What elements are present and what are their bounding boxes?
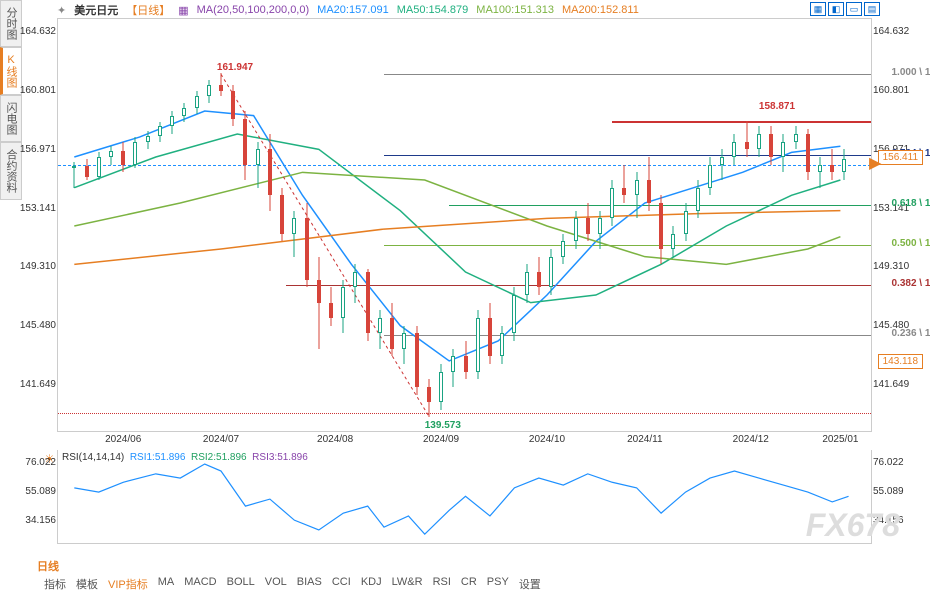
bottom-tab-指标[interactable]: 指标 <box>44 576 66 592</box>
chart-header: ✦ 美元日元 【日线】 ▦ MA(20,50,100,200,0,0) MA20… <box>57 2 639 18</box>
y-tick-left: 156.971 <box>11 144 56 155</box>
dashed-current-line <box>58 165 871 166</box>
y-tick-left: 160.801 <box>11 85 56 96</box>
chart-icon: ▦ <box>178 4 188 17</box>
rsi-y-tick-right: 55.089 <box>873 486 918 497</box>
bottom-tab-CR[interactable]: CR <box>461 576 477 592</box>
watermark: FX678 <box>806 507 900 544</box>
timeframe-label: 【日线】 <box>126 2 170 18</box>
price-flag: 156.411 <box>878 150 923 165</box>
tool-icon-3[interactable]: ▭ <box>846 2 862 16</box>
ma200: MA200:152.811 <box>562 4 639 16</box>
bottom-tab-MA[interactable]: MA <box>158 576 175 592</box>
x-tick: 2024/09 <box>423 434 459 445</box>
rsi-chart[interactable]: ☀ RSI(14,14,14) RSI1:51.896 RSI2:51.896 … <box>57 450 872 544</box>
app-root: 分时图K线图闪电图合约资料 ✦ 美元日元 【日线】 ▦ MA(20,50,100… <box>0 0 930 594</box>
y-tick-left: 141.649 <box>11 379 56 390</box>
rsi-y-tick-right: 76.022 <box>873 457 918 468</box>
rsi-line <box>58 450 873 544</box>
bottom-tab-KDJ[interactable]: KDJ <box>361 576 382 592</box>
symbol-label: 美元日元 <box>74 2 118 18</box>
rsi-y-tick-left: 34.156 <box>11 515 56 526</box>
bottom-tab-VOL[interactable]: VOL <box>265 576 287 592</box>
bottom-tab-设置[interactable]: 设置 <box>519 576 541 592</box>
y-tick-right: 160.801 <box>873 85 918 96</box>
tool-icon-1[interactable]: ▦ <box>810 2 826 16</box>
y-tick-right: 164.632 <box>873 26 918 37</box>
x-tick: 2024/07 <box>203 434 239 445</box>
crosshair-icon: ✦ <box>57 4 66 17</box>
x-tick: 2024/12 <box>733 434 769 445</box>
bottom-tab-RSI[interactable]: RSI <box>433 576 451 592</box>
annotation-low: 139.573 <box>425 420 461 431</box>
ma20: MA20:157.091 <box>317 4 389 16</box>
resistance-line <box>612 121 871 123</box>
tool-icon-2[interactable]: ◧ <box>828 2 844 16</box>
bottom-tab-模板[interactable]: 模板 <box>76 576 98 592</box>
rsi-y-tick-left: 55.089 <box>11 486 56 497</box>
ma100: MA100:151.313 <box>476 4 554 16</box>
annotation-high: 161.947 <box>217 62 253 73</box>
y-tick-left: 164.632 <box>11 26 56 37</box>
left-tab-分时图[interactable]: 分时图 <box>0 0 22 47</box>
x-tick: 2024/11 <box>627 434 662 445</box>
bottom-tab-LW&R[interactable]: LW&R <box>392 576 423 592</box>
chart-area: ✦ 美元日元 【日线】 ▦ MA(20,50,100,200,0,0) MA20… <box>22 0 930 594</box>
ma-title: MA(20,50,100,200,0,0) <box>197 4 310 16</box>
y-tick-left: 145.480 <box>11 320 56 331</box>
y-tick-right: 149.310 <box>873 261 918 272</box>
y-tick-right: 141.649 <box>873 379 918 390</box>
left-tab-闪电图[interactable]: 闪电图 <box>0 95 22 142</box>
indicator-tab-row: 指标模板 VIP指标 MA MACD BOLL VOL BIAS CCI KDJ LW&R RSI C… <box>44 576 930 592</box>
price-flag: 143.118 <box>878 354 923 369</box>
bottom-tab-BIAS[interactable]: BIAS <box>297 576 322 592</box>
x-tick: 2024/06 <box>105 434 141 445</box>
annotation-recent_high: 158.871 <box>759 101 795 112</box>
bottom-tab-MACD[interactable]: MACD <box>184 576 216 592</box>
timeframe-indicator: 日线 <box>37 558 59 574</box>
price-arrow-icon: ◀ <box>869 153 881 173</box>
header-tool-icons: ▦ ◧ ▭ ▤ <box>810 2 880 16</box>
x-tick: 2025/01 <box>822 434 858 445</box>
bottom-tab-PSY[interactable]: PSY <box>487 576 509 592</box>
y-tick-left: 149.310 <box>11 261 56 272</box>
x-tick: 2024/08 <box>317 434 353 445</box>
x-tick: 2024/10 <box>529 434 565 445</box>
main-price-chart[interactable]: 164.632164.632160.801160.801156.971156.9… <box>57 18 872 432</box>
bottom-tab-CCI[interactable]: CCI <box>332 576 351 592</box>
ma50: MA50:154.879 <box>397 4 469 16</box>
y-tick-left: 153.141 <box>11 203 56 214</box>
bottom-tab-BOLL[interactable]: BOLL <box>227 576 255 592</box>
bottom-tab-VIP指标[interactable]: VIP指标 <box>108 576 148 592</box>
tool-icon-4[interactable]: ▤ <box>864 2 880 16</box>
dotted-low-line <box>58 413 871 414</box>
rsi-y-tick-left: 76.022 <box>11 457 56 468</box>
